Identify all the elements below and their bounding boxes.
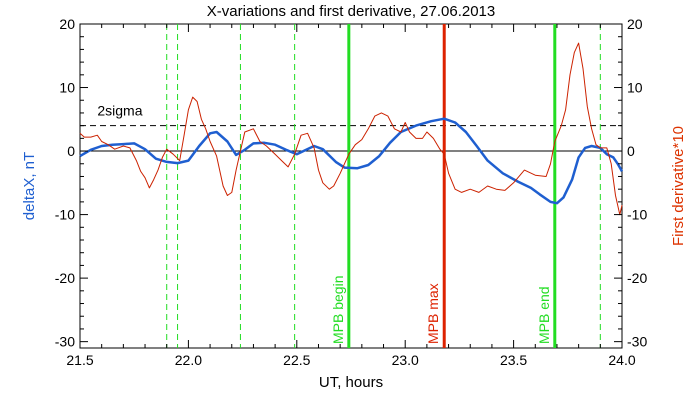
y-axis-label-right: First derivative*10 (670, 126, 687, 246)
left-axis-ticks: -30 -20 -10 0 10 20 (55, 16, 88, 350)
x-tick-label: 22.5 (283, 352, 310, 368)
x-tick-label: 22.0 (175, 352, 202, 368)
left-tick-label: 10 (59, 80, 75, 96)
x-tick-label: 23.5 (500, 352, 527, 368)
right-axis-ticks: -30 -20 -10 0 10 20 (614, 16, 647, 350)
plot-frame (79, 23, 623, 349)
left-tick-label: 0 (67, 143, 75, 159)
right-tick-label: 20 (627, 16, 643, 32)
x-tick-label: 24.0 (608, 352, 635, 368)
right-tick-label: -20 (627, 270, 647, 286)
vertical-markers: MPB begin MPB max MPB end (166, 24, 601, 348)
left-tick-label: 20 (59, 16, 75, 32)
y-axis-label-left: deltaX, nT (21, 152, 38, 220)
right-tick-label: -30 (627, 334, 647, 350)
mpb-label: MPB max (425, 283, 441, 344)
x-tick-label: 21.5 (66, 352, 93, 368)
mpb-label: MPB begin (330, 276, 346, 344)
mpb-label: MPB end (536, 286, 552, 344)
right-tick-label: -10 (627, 207, 647, 223)
x-tick-label: 23.0 (392, 352, 419, 368)
sigma-label: 2sigma (97, 103, 142, 119)
left-tick-label: -20 (55, 270, 75, 286)
chart-title: X-variations and first derivative, 27.06… (207, 3, 496, 20)
deltaX-series-line (79, 117, 624, 205)
series-group (79, 42, 624, 216)
plot-area: 2sigma MPB begin MPB max MPB end (79, 23, 624, 349)
right-tick-label: 10 (627, 80, 643, 96)
right-tick-label: 0 (627, 143, 635, 159)
x-axis-ticks: 21.5 22.0 22.5 23.0 23.5 24.0 (66, 24, 636, 368)
x-axis-label: UT, hours (319, 374, 383, 391)
left-tick-label: -30 (55, 334, 75, 350)
left-tick-label: -10 (55, 207, 75, 223)
derivative-series-line (79, 42, 623, 216)
